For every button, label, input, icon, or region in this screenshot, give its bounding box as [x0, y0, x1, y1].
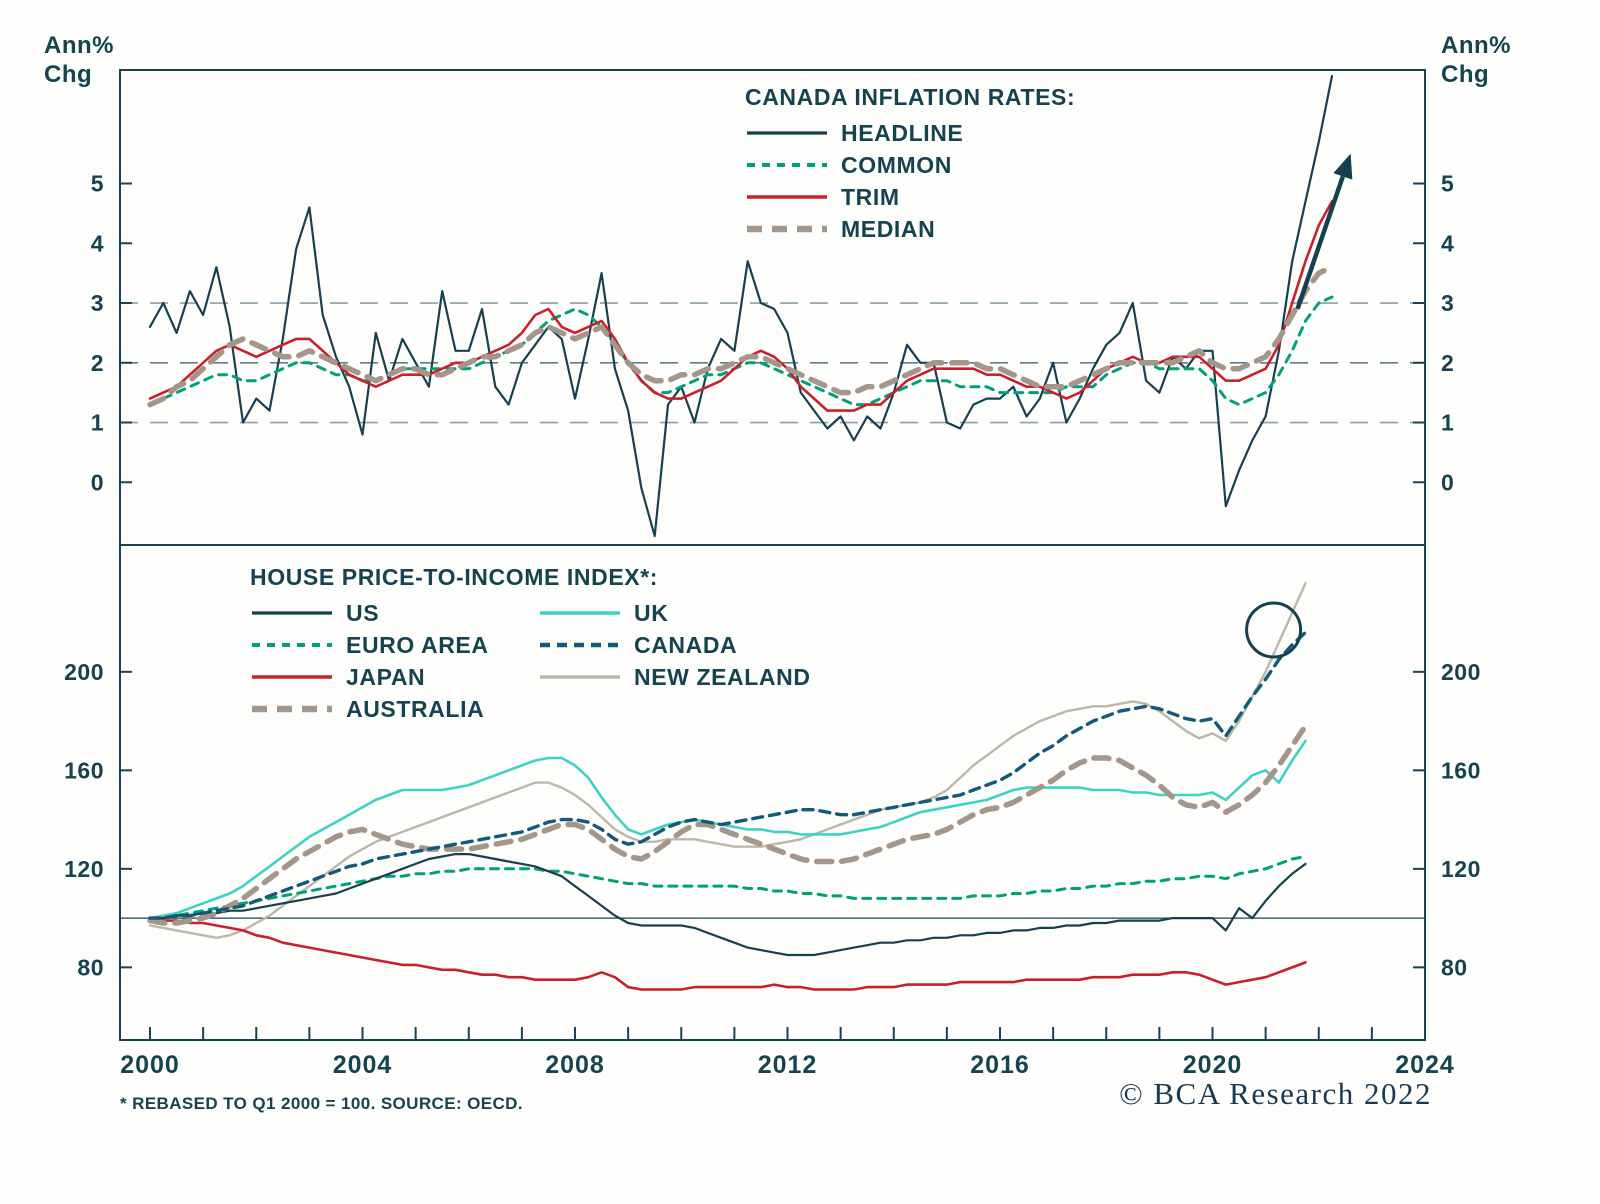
y-tick-label-left: 80 — [77, 954, 104, 980]
unit-label-line1: Ann% — [44, 32, 114, 59]
legend-item-headline: HEADLINE — [745, 117, 1075, 149]
legend-item-label: MEDIAN — [841, 215, 936, 242]
new-zealand-swatch-icon — [540, 675, 620, 679]
y-tick-label-left: 200 — [64, 659, 104, 685]
us-line — [148, 853, 1307, 957]
trim-line — [148, 200, 1334, 412]
top-legend: CANADA INFLATION RATES: HEADLINE COMMON TR… — [745, 84, 1075, 245]
left-axis-unit-label: Ann% Chg — [44, 32, 114, 90]
legend-item-canada: CANADA — [538, 629, 826, 661]
trend-arrow-shaft — [1295, 175, 1345, 310]
median-swatch-icon — [747, 225, 827, 233]
canada-line — [148, 630, 1308, 920]
legend-item-japan: JAPAN — [250, 661, 538, 693]
legend-item-label: HEADLINE — [841, 119, 964, 146]
right-axis-unit-label: Ann% Chg — [1441, 32, 1511, 90]
legend-item-label: AUSTRALIA — [346, 695, 485, 722]
unit-label-line2: Chg — [44, 60, 93, 88]
legend-item-uk: UK — [538, 597, 826, 629]
highlight-circle — [1245, 601, 1303, 659]
x-tick-label: 2000 — [120, 1051, 180, 1079]
trim-swatch-icon — [747, 195, 827, 199]
new-zealand-line — [148, 582, 1307, 939]
headline-swatch-icon — [747, 131, 827, 135]
australia-line — [147, 723, 1309, 926]
unit-label-line2: Chg — [1441, 60, 1490, 88]
uk-line — [148, 739, 1307, 920]
legend-item-euro-area: EURO AREA — [250, 629, 538, 661]
bottom-legend-title: HOUSE PRICE-TO-INCOME INDEX*: — [250, 564, 659, 590]
y-tick-label-right: 200 — [1441, 659, 1481, 685]
legend-item-label: UK — [634, 599, 669, 626]
y-tick-label-right: 4 — [1441, 230, 1454, 256]
trend-arrow-head — [1333, 153, 1353, 180]
copyright-credit: © BCA Research 2022 — [1119, 1076, 1432, 1111]
us-swatch-icon — [252, 611, 332, 615]
top-legend-items: HEADLINE COMMON TRIM MEDIAN — [745, 117, 1075, 245]
y-tick-label-right: 3 — [1441, 290, 1454, 316]
unit-label-line1: Ann% — [1441, 32, 1511, 59]
legend-item-trim: TRIM — [745, 181, 1075, 213]
bottom-legend-column-2: UK CANADA NEW ZEALAND — [538, 597, 826, 725]
legend-item-label: NEW ZEALAND — [634, 663, 811, 690]
bottom-legend: HOUSE PRICE-TO-INCOME INDEX*: US EURO ARE… — [250, 564, 826, 725]
footnote: * REBASED TO Q1 2000 = 100. SOURCE: OECD… — [120, 1094, 523, 1113]
legend-item-us: US — [250, 597, 538, 629]
y-tick-label-right: 160 — [1441, 757, 1481, 783]
median-line — [147, 264, 1335, 408]
x-tick-label: 2020 — [1183, 1051, 1243, 1079]
legend-item-median: MEDIAN — [745, 213, 1075, 245]
y-tick-label-right: 120 — [1441, 856, 1481, 882]
y-tick-label-left: 0 — [91, 469, 104, 495]
uk-swatch-icon — [540, 611, 620, 615]
x-tick-label: 2016 — [970, 1051, 1030, 1079]
y-tick-label-left: 160 — [64, 757, 104, 783]
japan-swatch-icon — [252, 675, 332, 679]
x-tick-label: 2012 — [758, 1051, 818, 1079]
legend-item-label: COMMON — [841, 151, 952, 178]
legend-item-australia: AUSTRALIA — [250, 693, 538, 725]
common-line — [148, 295, 1334, 407]
legend-item-label: TRIM — [841, 183, 900, 210]
y-tick-label-right: 1 — [1441, 410, 1454, 436]
canada-swatch-icon — [540, 642, 620, 648]
legend-item-label: EURO AREA — [346, 631, 489, 658]
y-tick-label-left: 4 — [91, 230, 104, 256]
plot-frame — [119, 69, 1426, 1041]
x-tick-label: 2008 — [545, 1051, 605, 1079]
legend-item-label: CANADA — [634, 631, 738, 658]
euro-area-line — [148, 855, 1307, 920]
y-tick-label-left: 5 — [91, 171, 104, 197]
top-legend-title: CANADA INFLATION RATES: — [745, 84, 1076, 110]
y-tick-label-left: 3 — [91, 290, 104, 316]
x-tick-label: 2024 — [1395, 1051, 1455, 1079]
australia-swatch-icon — [252, 705, 332, 713]
y-tick-label-right: 80 — [1441, 954, 1468, 980]
y-tick-label-left: 1 — [91, 410, 104, 436]
legend-item-new-zealand: NEW ZEALAND — [538, 661, 826, 693]
headline-line — [148, 74, 1334, 538]
x-tick-label: 2004 — [333, 1051, 393, 1079]
legend-item-label: US — [346, 599, 380, 626]
y-tick-label-right: 0 — [1441, 469, 1454, 495]
bottom-legend-column-1: US EURO AREA JAPAN AUSTRALIA — [250, 597, 538, 725]
legend-item-label: JAPAN — [346, 663, 426, 690]
common-swatch-icon — [747, 163, 827, 167]
y-tick-label-right: 2 — [1441, 350, 1454, 376]
japan-line — [148, 916, 1307, 991]
y-tick-label-left: 2 — [91, 350, 104, 376]
euro-area-swatch-icon — [252, 643, 332, 647]
y-tick-label-left: 120 — [64, 856, 104, 882]
legend-item-common: COMMON — [745, 149, 1075, 181]
y-tick-label-right: 5 — [1441, 171, 1454, 197]
